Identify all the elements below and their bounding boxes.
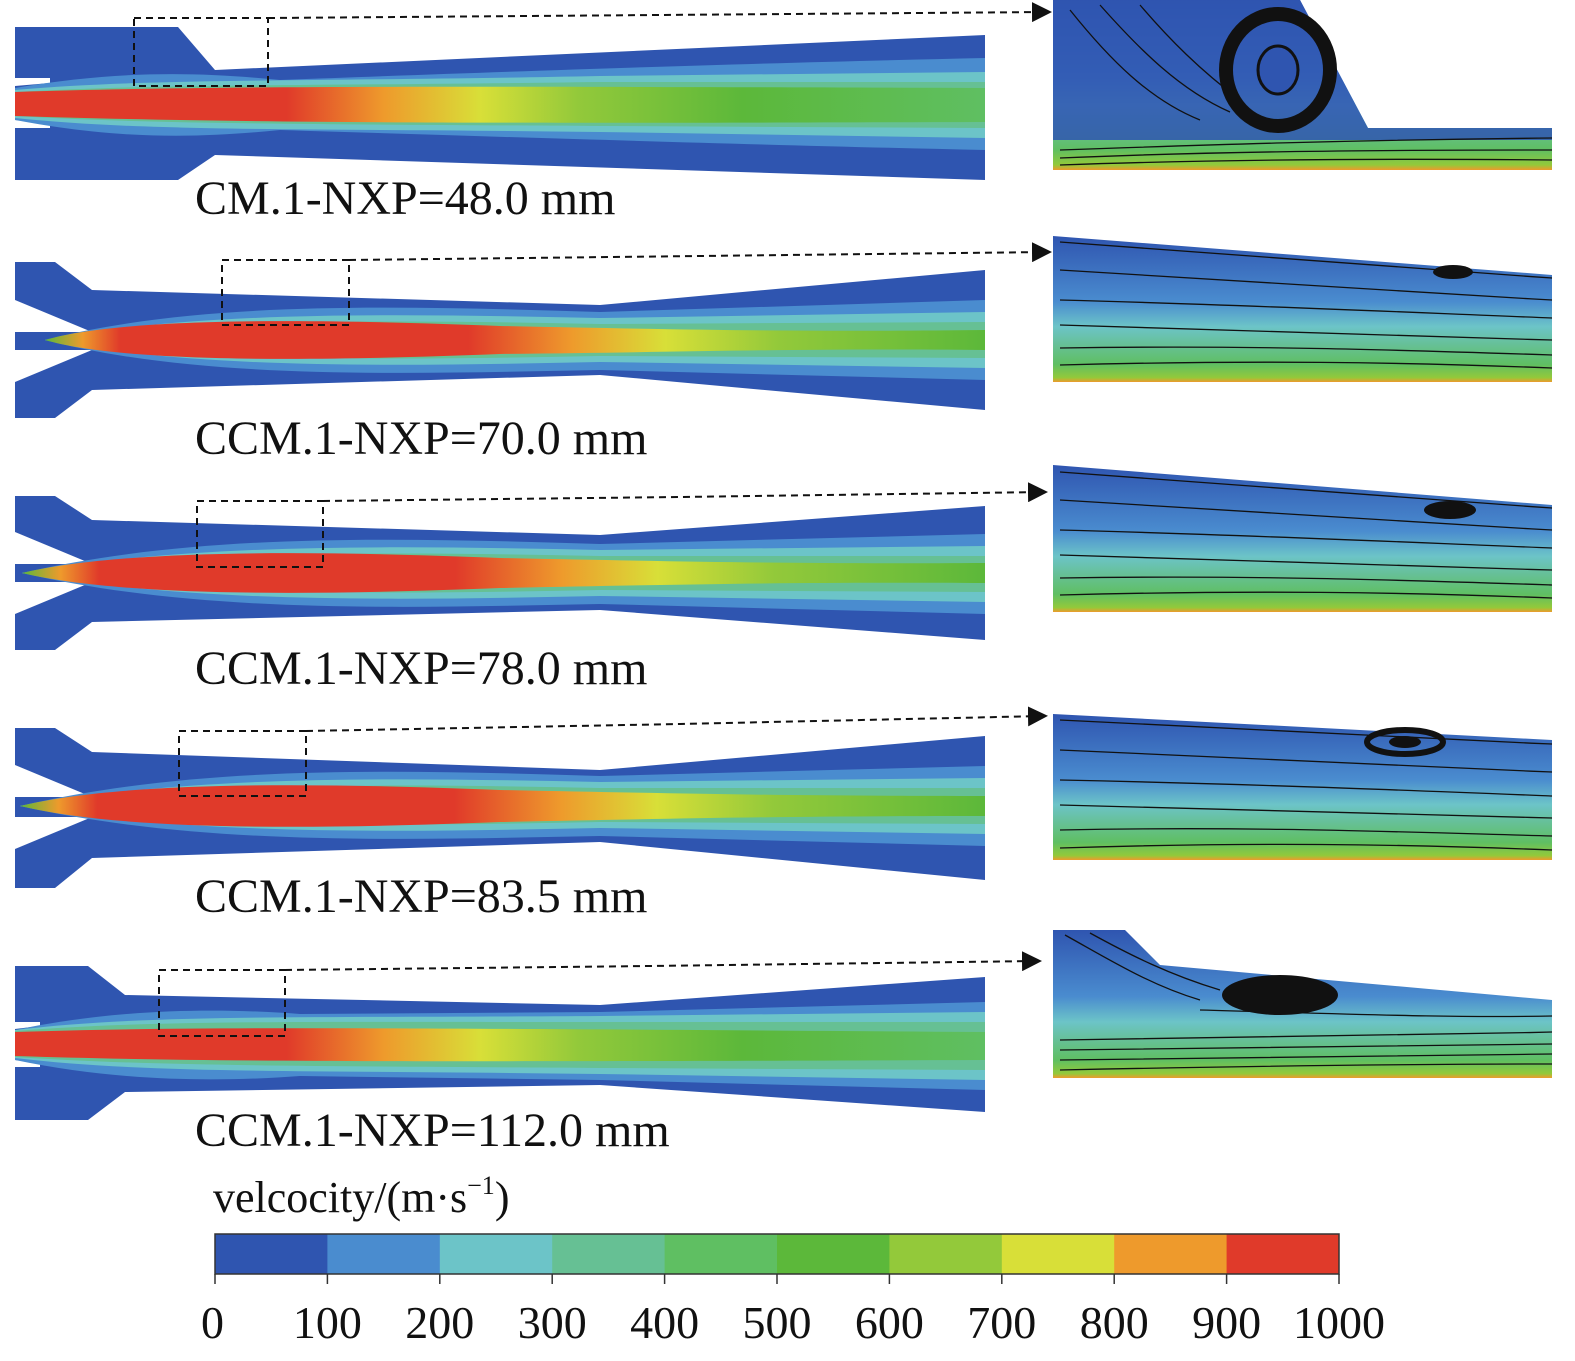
panel-1-inset [1053,0,1553,170]
panel-1-contour [15,27,985,180]
colorbar-swatch [1001,1234,1115,1274]
colorbar-tick-label: 100 [293,1297,362,1348]
panel-2-caption: CCM.1-NXP=70.0 mm [195,412,647,465]
panel-4: CCM.1-NXP=83.5 mm [15,706,1553,923]
colorbar-swatch [889,1234,1003,1274]
colorbar-swatch [327,1234,441,1274]
panel-2-zoom-arrow [348,242,1052,263]
panel-2-zoom-box [221,259,350,326]
panel-2-streamlines [1059,241,1553,369]
panel-3-vortex [1424,501,1476,519]
colorbar-swatch [1226,1234,1340,1274]
colorbar-ticks: 0 100 200 300 400 500 600 700 800 900 1000 [201,1274,1385,1348]
colorbar-tick-label: 0 [201,1297,224,1348]
panel-1: CM.1-NXP=48.0 mm [15,0,1553,225]
panel-3: CCM.1-NXP=78.0 mm [15,465,1553,695]
colorbar-legend: velcocity/(m·s−1) 0 100 200 300 400 500 600 700… [201,1171,1385,1348]
colorbar-tick-label: 200 [405,1297,474,1348]
panel-3-zoom-arrow [322,482,1048,503]
colorbar-tick-label: 800 [1080,1297,1149,1348]
panel-1-vortex [1219,7,1337,133]
colorbar-swatch [439,1234,553,1274]
colorbar-tick-label: 500 [743,1297,812,1348]
colorbar-tick-label: 900 [1192,1297,1261,1348]
colorbar-swatch [1114,1234,1228,1274]
panel-2: CCM.1-NXP=70.0 mm [15,236,1553,465]
panel-3-caption: CCM.1-NXP=78.0 mm [195,642,647,695]
colorbar-tick-label: 700 [967,1297,1036,1348]
panel-5-inset [1053,930,1553,1078]
panel-1-zoom-box [133,17,269,87]
panel-2-inset [1053,236,1553,382]
panel-4-contour [15,728,985,888]
panel-4-inset [1053,714,1553,860]
panel-5-caption: CCM.1-NXP=112.0 mm [195,1104,670,1157]
panel-1-streamlines [1059,4,1553,166]
panel-3-contour [15,496,985,650]
panel-2-vortex [1433,265,1473,279]
legend-title: velcocity/(m·s−1) [213,1171,509,1222]
colorbar-tick-label: 400 [630,1297,699,1348]
panel-5-zoom-box [158,969,286,1037]
colorbar-swatch [777,1234,890,1274]
colorbar-swatches [215,1234,1340,1274]
panel-1-caption: CM.1-NXP=48.0 mm [195,172,615,225]
colorbar-tick-label: 1000 [1293,1297,1385,1348]
panel-3-streamlines [1059,471,1553,599]
panel-4-zoom-box [178,730,307,797]
panel-4-caption: CCM.1-NXP=83.5 mm [195,870,647,923]
panel-1-zoom-arrow [267,2,1052,23]
colorbar-tick-label: 300 [518,1297,587,1348]
panel-5-vortex [1222,975,1338,1015]
colorbar-tick-label: 600 [855,1297,924,1348]
panel-4-streamlines [1059,719,1553,851]
panel-3-zoom-box [196,500,324,568]
panel-5: CCM.1-NXP=112.0 mm [15,930,1553,1157]
colorbar-swatch [664,1234,778,1274]
panel-4-zoom-arrow [305,706,1048,732]
panel-2-contour [15,262,985,418]
panel-5-zoom-arrow [284,951,1042,972]
colorbar-swatch [552,1234,666,1274]
panel-3-inset [1053,465,1553,612]
panel-4-vortex [1364,727,1446,757]
colorbar-swatch [215,1234,328,1274]
panel-5-contour [15,966,985,1120]
